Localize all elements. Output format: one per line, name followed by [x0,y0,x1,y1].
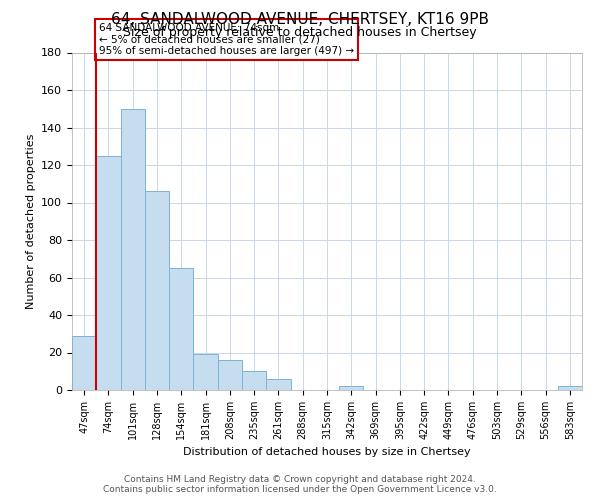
Bar [218,360,242,390]
Bar [169,268,193,390]
Text: 64, SANDALWOOD AVENUE, CHERTSEY, KT16 9PB: 64, SANDALWOOD AVENUE, CHERTSEY, KT16 9P… [111,12,489,28]
Text: Contains HM Land Registry data © Crown copyright and database right 2024.
Contai: Contains HM Land Registry data © Crown c… [103,474,497,494]
Y-axis label: Number of detached properties: Number of detached properties [26,134,35,309]
Bar [145,191,169,390]
Bar [72,336,96,390]
Bar [242,371,266,390]
Bar [558,386,582,390]
Bar [193,354,218,390]
Bar [339,386,364,390]
Text: 64 SANDALWOOD AVENUE: 74sqm
← 5% of detached houses are smaller (27)
95% of semi: 64 SANDALWOOD AVENUE: 74sqm ← 5% of deta… [99,23,354,56]
X-axis label: Distribution of detached houses by size in Chertsey: Distribution of detached houses by size … [183,448,471,458]
Bar [96,156,121,390]
Text: Size of property relative to detached houses in Chertsey: Size of property relative to detached ho… [123,26,477,39]
Bar [121,109,145,390]
Bar [266,379,290,390]
